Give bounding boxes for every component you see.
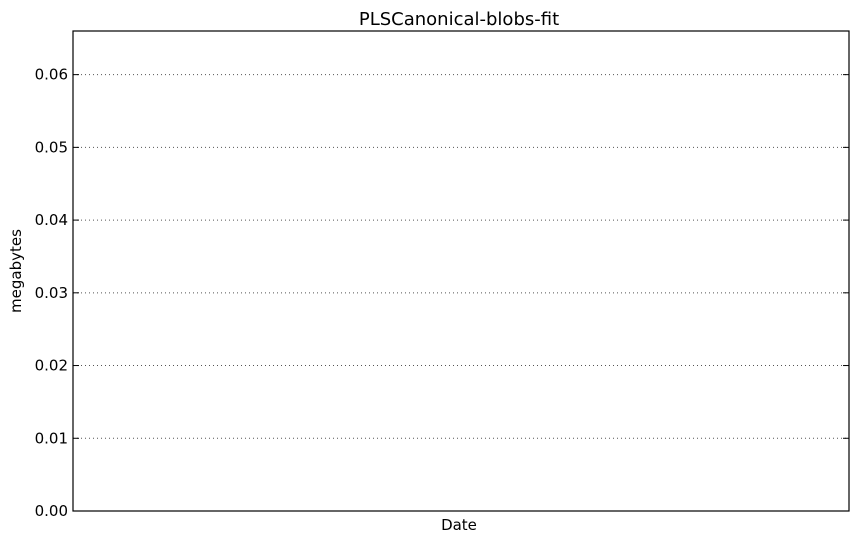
- x-axis-label: Date: [441, 516, 477, 534]
- grid-lines: [73, 74, 849, 439]
- y-tick-label: 0.02: [35, 357, 68, 375]
- y-tick-label: 0.03: [35, 284, 68, 302]
- y-axis-label: megabytes: [7, 229, 25, 313]
- chart-title: PLSCanonical-blobs-fit: [359, 9, 559, 30]
- y-tick-label: 0.06: [35, 66, 68, 84]
- y-tick-label: 0.01: [35, 429, 68, 447]
- y-axis-ticks: 0.00 0.01 0.02 0.03 0.04 0.05 0.06: [35, 66, 849, 520]
- y-tick-label: 0.04: [35, 211, 68, 229]
- plot-area-frame: [72, 30, 850, 512]
- y-tick-label: 0.00: [35, 502, 68, 520]
- y-tick-label: 0.05: [35, 138, 68, 156]
